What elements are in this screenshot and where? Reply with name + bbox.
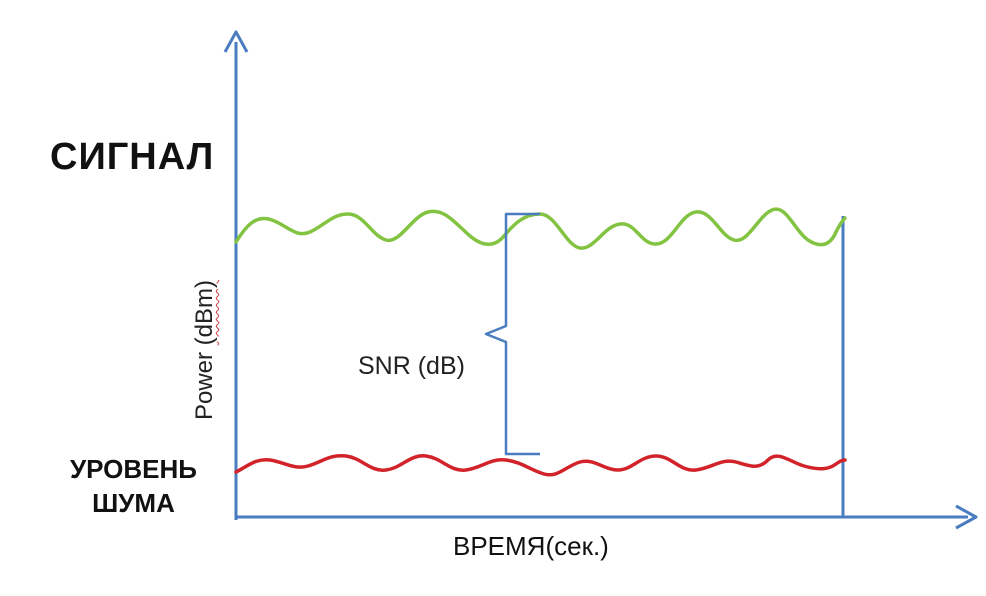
x-axis-label: ВРЕМЯ(сек.)	[453, 531, 609, 561]
noise-level-label-line1: УРОВЕНЬ	[70, 454, 197, 484]
x-axis-arrowhead	[955, 504, 978, 530]
y-axis-arrowhead	[223, 30, 249, 53]
snr-label: SNR (dB)	[358, 352, 465, 380]
noise-level-label-line2: ШУМА	[92, 488, 175, 518]
snr-bracket	[484, 212, 540, 456]
noise-level-label: УРОВЕНЬ ШУМА	[70, 452, 197, 520]
signal-label: СИГНАЛ	[50, 136, 215, 178]
noise-wave	[234, 453, 847, 477]
y-axis-label-unit: (dBm)	[191, 279, 218, 346]
y-axis-label: Power (dBm)	[191, 280, 219, 420]
signal-wave	[234, 207, 847, 250]
y-axis-label-text: Power	[191, 345, 218, 421]
